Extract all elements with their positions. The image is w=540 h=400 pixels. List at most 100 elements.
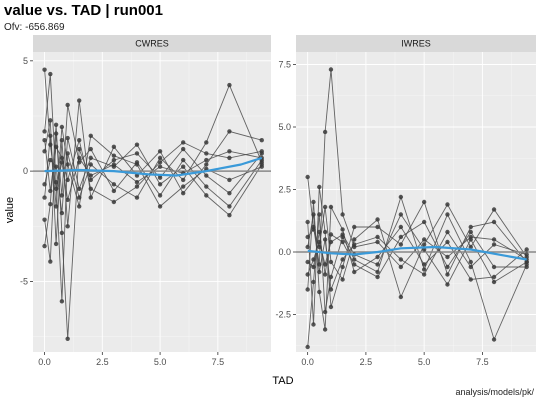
data-point — [421, 219, 427, 225]
data-point — [340, 277, 345, 282]
data-point — [421, 267, 427, 272]
data-point — [180, 184, 186, 189]
data-point — [134, 142, 140, 147]
x-tick-label: 2.5 — [360, 357, 373, 367]
data-point — [227, 129, 232, 134]
data-point — [134, 184, 140, 189]
data-point — [48, 259, 53, 264]
data-point — [65, 135, 70, 141]
data-point — [445, 202, 450, 207]
smooth-trend-line — [44, 156, 263, 177]
data-point — [398, 224, 404, 230]
data-point — [445, 272, 450, 277]
data-point — [311, 322, 316, 327]
data-point — [88, 177, 93, 183]
y-tick-label: -2.5 — [275, 310, 291, 320]
data-point — [77, 204, 82, 209]
data-point — [42, 67, 47, 72]
data-point — [134, 151, 140, 156]
y-tick-label: 5 — [23, 56, 28, 66]
data-point — [328, 259, 334, 265]
data-point — [111, 144, 117, 150]
data-point — [53, 164, 59, 169]
data-point — [352, 262, 357, 267]
data-point — [445, 264, 450, 270]
x-tick-label: 5.0 — [154, 357, 167, 367]
data-point — [111, 164, 117, 169]
data-point — [65, 151, 70, 156]
data-point — [375, 254, 380, 260]
data-point — [340, 232, 345, 237]
panel-background — [33, 52, 271, 352]
data-point — [42, 182, 47, 187]
data-point — [204, 193, 209, 198]
data-point — [352, 237, 357, 242]
data-point — [134, 162, 140, 167]
data-point — [180, 190, 186, 196]
data-point — [204, 140, 209, 145]
data-point — [42, 138, 47, 143]
data-point — [88, 133, 93, 139]
data-point — [398, 242, 404, 247]
data-point — [259, 164, 264, 169]
data-point — [77, 146, 82, 152]
data-point — [468, 259, 473, 265]
data-point — [204, 162, 209, 167]
data-point — [421, 242, 427, 247]
data-point — [59, 230, 65, 236]
data-point — [322, 204, 328, 210]
data-point — [317, 212, 322, 217]
series-line — [307, 221, 527, 278]
data-point — [468, 224, 473, 230]
data-point — [322, 262, 328, 267]
data-point — [398, 194, 404, 200]
x-tick-label: 7.5 — [212, 357, 225, 367]
data-point — [491, 242, 497, 247]
data-point — [340, 212, 345, 217]
data-point — [59, 160, 65, 165]
data-point — [77, 160, 82, 165]
data-point — [375, 217, 380, 222]
chart-caption: analysis/models/pk/ — [455, 387, 534, 397]
y-tick-label: 0 — [23, 166, 28, 176]
data-point — [259, 138, 264, 143]
data-point — [48, 142, 53, 147]
data-point — [48, 157, 53, 163]
data-point — [227, 213, 232, 218]
data-point — [311, 199, 316, 205]
y-tick-label: 2.5 — [278, 185, 291, 195]
data-point — [468, 237, 473, 242]
data-point — [375, 234, 380, 240]
data-point — [352, 257, 357, 262]
data-point — [53, 204, 59, 209]
data-point — [311, 257, 316, 262]
data-point — [111, 157, 117, 163]
data-point — [317, 244, 322, 250]
data-point — [227, 204, 232, 209]
facet-strip — [33, 35, 271, 52]
data-point — [352, 269, 357, 275]
data-point — [305, 344, 310, 350]
data-point — [59, 138, 65, 143]
data-point — [204, 184, 209, 189]
data-point — [328, 304, 334, 310]
data-point — [445, 282, 450, 287]
data-point — [421, 237, 427, 242]
data-point — [134, 195, 140, 200]
data-point — [53, 179, 59, 185]
data-point — [42, 129, 47, 134]
data-point — [42, 149, 47, 154]
data-point — [328, 204, 334, 210]
data-point — [311, 227, 316, 232]
data-point — [59, 124, 65, 130]
data-point — [88, 173, 93, 178]
data-point — [227, 149, 232, 154]
data-point — [88, 146, 93, 152]
data-point — [398, 264, 404, 270]
data-point — [305, 174, 310, 180]
data-point — [134, 179, 140, 185]
data-point — [88, 162, 93, 167]
y-tick-label: 0.0 — [278, 247, 291, 257]
series-line — [44, 74, 263, 302]
